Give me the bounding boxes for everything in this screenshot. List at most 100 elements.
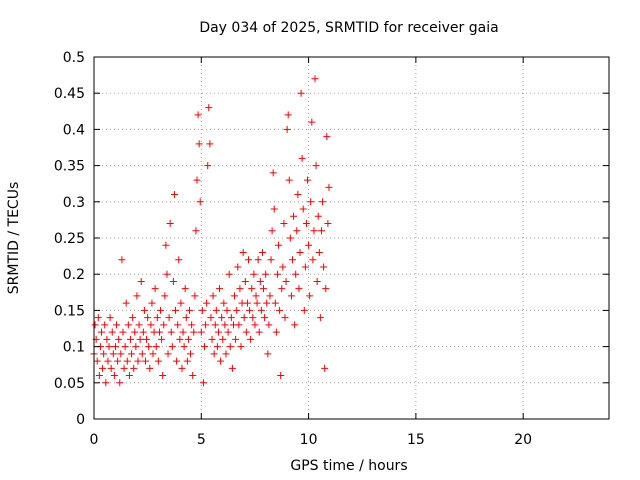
data-point [136,335,144,343]
x-tick-label: 10 [300,432,318,448]
x-tick-label: 5 [197,432,206,448]
data-point [239,248,247,256]
data-point [176,335,184,343]
data-point [208,335,216,343]
data-point [196,198,204,206]
data-point [310,227,318,235]
data-point [111,343,119,351]
data-point [255,328,263,336]
data-point [279,263,287,271]
data-point [263,299,271,307]
data-point [209,292,217,300]
data-point [285,176,293,184]
data-point [166,220,174,228]
data-point [258,248,266,256]
data-point [161,292,169,300]
data-point [192,227,200,235]
data-point [235,321,243,329]
data-point [204,162,212,170]
y-tick-label: 0.1 [63,340,85,356]
data-point [103,335,111,343]
data-point [236,285,244,293]
data-point [108,328,116,336]
data-point [110,372,118,380]
data-point [299,205,307,213]
data-point [222,350,230,358]
y-tick-label: 0.5 [63,50,85,66]
data-point [207,314,215,322]
data-point [106,314,114,322]
data-point [305,241,313,249]
data-point [198,306,206,314]
data-point [281,314,289,322]
data-point [94,314,102,322]
data-point [168,343,176,351]
y-axis-label: SRMTID / TECUs [6,182,22,295]
x-tick-label: 0 [90,432,99,448]
data-point [182,314,190,322]
data-point [277,372,285,380]
data-point [98,328,106,336]
data-point [183,357,191,365]
x-axis-label: GPS time / hours [290,458,407,474]
data-point [217,357,225,365]
data-point [175,256,183,264]
data-point [139,328,147,336]
data-point [131,328,139,336]
data-point [158,335,166,343]
x-tick-label: 15 [407,432,425,448]
data-point [178,364,186,372]
data-point [251,321,259,329]
data-point [276,306,284,314]
data-point [125,372,133,380]
data-point [144,314,152,322]
data-point [248,285,256,293]
data-point [227,314,235,322]
data-point [315,248,323,256]
data-point [324,220,332,228]
data-point [266,292,274,300]
data-point [169,277,177,285]
data-point [271,299,279,307]
data-point [153,314,161,322]
data-point [121,343,129,351]
data-point [269,169,277,177]
data-point [195,140,203,148]
data-point [313,277,321,285]
data-point [151,285,159,293]
data-point [213,343,221,351]
data-point [152,343,160,351]
data-point [95,372,103,380]
data-point [231,292,239,300]
y-tick-label: 0.05 [54,376,85,392]
data-point [294,191,302,199]
data-point [104,357,112,365]
data-point [268,227,276,235]
data-point [190,328,198,336]
data-point [246,306,254,314]
data-point [267,256,275,264]
data-point [295,285,303,293]
data-point [291,321,299,329]
data-point [284,111,292,119]
data-point [223,306,231,314]
data-point [314,212,322,220]
data-point [304,176,312,184]
data-point [273,270,281,278]
data-point [302,220,310,228]
data-point [147,321,155,329]
y-tick-label: 0.35 [54,159,85,175]
data-point [221,321,229,329]
data-point [325,183,333,191]
data-point [306,292,314,300]
data-point [115,335,123,343]
data-point [300,306,308,314]
chart-title: Day 034 of 2025, SRMTID for receiver gai… [199,20,498,36]
data-point [297,89,305,97]
data-point [194,111,202,119]
data-point [270,205,278,213]
data-point [117,350,125,358]
data-point [252,292,260,300]
data-point [102,379,110,387]
data-point [214,328,222,336]
